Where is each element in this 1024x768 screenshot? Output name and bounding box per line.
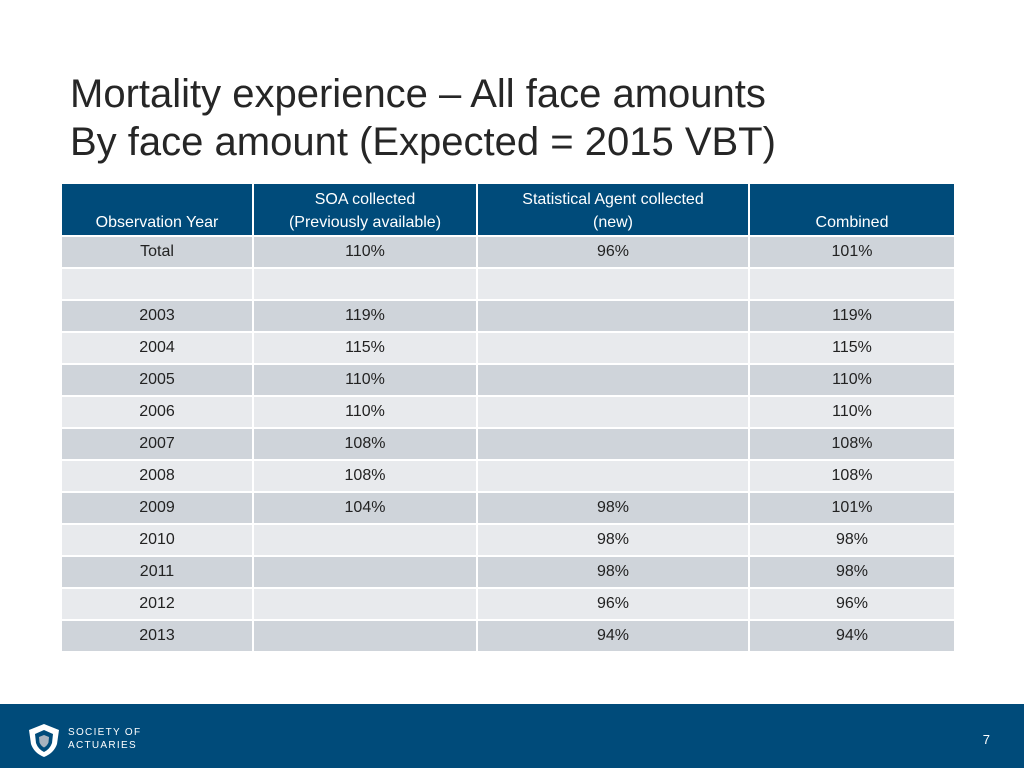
table-row: 2013 94% 94% [60, 619, 956, 653]
table-row: 2007 108% 108% [60, 427, 956, 461]
cell-combined: 101% [748, 235, 956, 269]
footer-bar: SOCIETY OF ACTUARIES 7 [0, 704, 1024, 768]
cell-statistical-agent: 96% [476, 235, 750, 269]
cell-soa-collected [252, 523, 478, 557]
cell-soa-collected [252, 555, 478, 589]
cell-combined: 108% [748, 427, 956, 461]
organization-name-line-2: ACTUARIES [68, 740, 137, 751]
slide-title-line-1: Mortality experience – All face amounts [70, 72, 766, 116]
cell-statistical-agent [476, 459, 750, 493]
cell-observation-year: 2006 [60, 395, 254, 429]
table-row: 2011 98% 98% [60, 555, 956, 589]
cell-observation-year: Total [60, 235, 254, 269]
organization-name: SOCIETY OF ACTUARIES [68, 726, 141, 752]
cell-observation-year: 2009 [60, 491, 254, 525]
table-row: 2005 110% 110% [60, 363, 956, 397]
slide-title: Mortality experience – All face amounts … [70, 70, 776, 166]
cell-combined: 119% [748, 299, 956, 333]
cell-observation-year: 2004 [60, 331, 254, 365]
table-row: Total 110% 96% 101% [60, 235, 956, 269]
cell-soa-collected: 110% [252, 395, 478, 429]
cell-observation-year: 2007 [60, 427, 254, 461]
page-number: 7 [982, 732, 990, 747]
organization-name-line-1: SOCIETY OF [68, 727, 142, 738]
cell-statistical-agent [476, 331, 750, 365]
header-soa-collected: SOA collected (Previously available) [252, 182, 478, 237]
cell-combined [748, 267, 956, 301]
cell-combined: 110% [748, 395, 956, 429]
cell-combined: 115% [748, 331, 956, 365]
table-row: 2006 110% 110% [60, 395, 956, 429]
table-row: 2010 98% 98% [60, 523, 956, 557]
cell-observation-year: 2013 [60, 619, 254, 653]
cell-soa-collected [252, 619, 478, 653]
cell-soa-collected: 119% [252, 299, 478, 333]
mortality-table: Observation Year SOA collected (Previous… [60, 182, 956, 653]
cell-soa-collected: 108% [252, 459, 478, 493]
cell-statistical-agent: 98% [476, 491, 750, 525]
cell-statistical-agent [476, 299, 750, 333]
cell-observation-year: 2011 [60, 555, 254, 589]
table-row [60, 267, 956, 301]
cell-combined: 98% [748, 555, 956, 589]
table-row: 2008 108% 108% [60, 459, 956, 493]
cell-soa-collected: 108% [252, 427, 478, 461]
table-row: 2009 104% 98% 101% [60, 491, 956, 525]
slide-title-line-2: By face amount (Expected = 2015 VBT) [70, 120, 776, 164]
cell-observation-year: 2008 [60, 459, 254, 493]
cell-combined: 96% [748, 587, 956, 621]
cell-observation-year: 2005 [60, 363, 254, 397]
soa-shield-logo-icon [29, 724, 59, 757]
cell-statistical-agent [476, 363, 750, 397]
cell-combined: 101% [748, 491, 956, 525]
cell-statistical-agent: 96% [476, 587, 750, 621]
cell-combined: 110% [748, 363, 956, 397]
cell-combined: 108% [748, 459, 956, 493]
header-observation-year: Observation Year [60, 182, 254, 237]
cell-combined: 98% [748, 523, 956, 557]
cell-soa-collected [252, 587, 478, 621]
cell-statistical-agent [476, 395, 750, 429]
cell-observation-year: 2010 [60, 523, 254, 557]
cell-statistical-agent [476, 427, 750, 461]
cell-statistical-agent: 94% [476, 619, 750, 653]
cell-statistical-agent: 98% [476, 555, 750, 589]
header-combined: Combined [748, 182, 956, 237]
cell-soa-collected: 110% [252, 235, 478, 269]
cell-observation-year: 2012 [60, 587, 254, 621]
cell-soa-collected: 110% [252, 363, 478, 397]
cell-statistical-agent [476, 267, 750, 301]
cell-soa-collected: 115% [252, 331, 478, 365]
cell-observation-year [60, 267, 254, 301]
table-row: 2004 115% 115% [60, 331, 956, 365]
header-statistical-agent-collected: Statistical Agent collected (new) [476, 182, 750, 237]
cell-combined: 94% [748, 619, 956, 653]
table-header-row: Observation Year SOA collected (Previous… [60, 182, 956, 237]
cell-statistical-agent: 98% [476, 523, 750, 557]
cell-soa-collected: 104% [252, 491, 478, 525]
table-row: 2003 119% 119% [60, 299, 956, 333]
table-row: 2012 96% 96% [60, 587, 956, 621]
cell-observation-year: 2003 [60, 299, 254, 333]
cell-soa-collected [252, 267, 478, 301]
